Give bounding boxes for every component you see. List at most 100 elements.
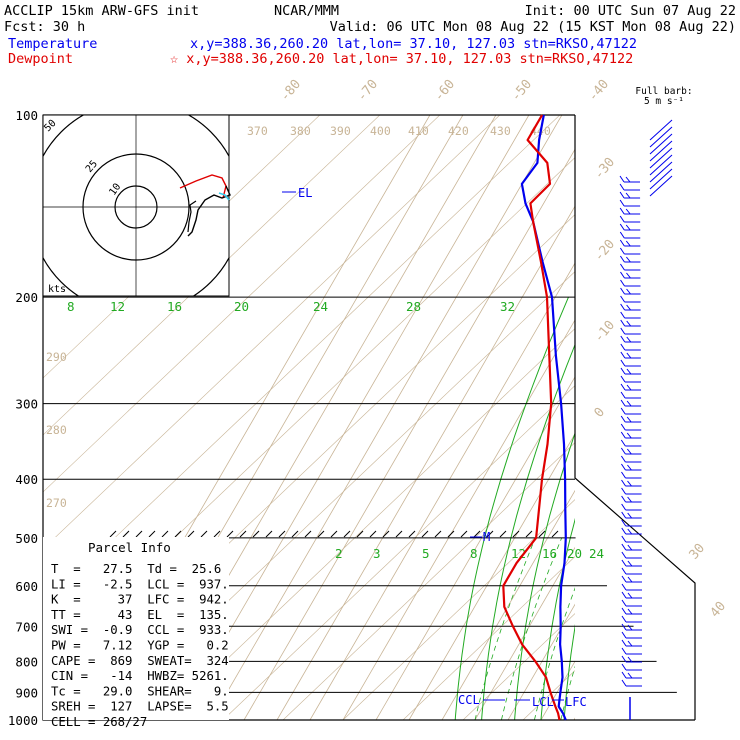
wind-barb-flag [627,560,633,567]
wind-barb-flag [621,543,627,551]
wind-barb-flag [627,480,632,487]
mixing-ratio-label: 12 [110,299,125,314]
wind-barb [649,133,673,155]
wind-barb-flag [627,464,632,471]
wind-barb-flag [619,199,625,207]
dewpoint-legend: Dewpoint [8,51,73,67]
hodo-lower-trace [187,200,197,233]
wind-barb-flag [621,559,627,567]
wind-barb-flag [626,416,632,423]
wind-barb-flag [621,567,627,575]
hatch-mark [109,530,117,538]
hatch-mark [213,530,221,538]
adiabat-line [43,115,381,436]
wind-barb-flag [620,447,626,455]
wind-barb-flag [626,432,632,439]
parcel-info-row: LI = -2.5 LCL = 937. [51,577,229,591]
isotherm-label: 0 [592,405,609,421]
moist-adiabat-line [474,537,536,720]
wind-barb [649,119,673,141]
wind-barb-flag [620,399,626,407]
mixing-ratio-line [563,623,575,720]
hatch-mark [226,530,234,538]
hatch-mark [161,530,169,538]
isotherm-line [342,319,575,720]
isotherm-label: -70 [355,77,382,105]
wind-barb-flag [626,256,631,263]
theta-label: 430 [490,124,511,138]
isotherm-label: 40 [708,599,730,621]
isotherm-line [276,205,575,720]
wind-barb-flag [621,535,627,543]
wind-barb [649,168,673,190]
temperature-trace [520,114,567,721]
wind-barb-flag [621,583,627,591]
temperature-legend: Temperature [8,36,97,52]
wind-barb-flag [626,400,632,407]
wind-barb-flag [620,455,626,463]
pressure-tick-label: 300 [15,397,38,412]
wind-barb-flag [621,647,627,655]
wind-barb-flag [619,207,625,215]
wind-barb-flag [625,224,631,231]
wind-barb-flag [619,191,625,199]
valid-time: Valid: 06 UTC Mon 08 Aug 22 (15 KST Mon … [330,19,736,35]
hodograph: 10 25 50 kts [42,114,231,297]
mixing-ratio-lines [454,296,697,720]
adiabat-line [43,115,561,607]
wind-barb-flag [619,247,625,255]
mixing-ratio-label: 8 [67,299,75,314]
hatch-mark [278,530,286,538]
wind-barb-flag [625,192,631,199]
wind-barb-flag [620,391,626,399]
wind-barb-flag [620,335,626,343]
adiabat-line [522,670,575,720]
wind-barb-flag [621,495,627,503]
wind-barb [649,126,673,148]
wind-barb-flag [621,671,627,679]
hatch-mark [239,530,247,538]
wind-barb-flag [620,431,626,439]
wind-barb-flag [620,295,626,303]
isotherm-line [210,115,563,720]
isotherm-line [243,148,575,720]
wind-barb-flag [620,319,626,327]
wind-barb-flag [627,528,633,535]
level-markers: EL M CCL LCL LFC [282,186,587,709]
wind-barb-flag [621,591,627,599]
wind-barb [649,147,673,169]
isotherm-line [177,115,530,720]
hodo-upper-trace [179,174,227,199]
mixing-ratio-label: 32 [500,299,515,314]
pressure-tick-label: 100 [15,108,38,123]
wind-barb-flag [620,383,626,391]
parcel-info-title: Parcel Info [88,540,171,555]
wind-barb-flag [621,503,627,511]
theta-label: 280 [46,423,67,437]
hodo-units: kts [48,284,66,295]
mixing-ratio-line [584,297,697,720]
mixing-ratio-line [540,517,575,720]
wind-barb-flag [621,479,626,487]
wind-barb-flag [620,407,626,415]
hatch-mark [148,530,156,538]
wind-barb-flag [625,176,631,183]
parcel-info-row: SWI = -0.9 CCL = 933. [51,623,229,637]
wind-barb-flag [620,423,626,431]
el-marker: EL [298,186,312,200]
mixing-ratio-label: 28 [406,299,421,314]
isotherm-label: -50 [509,77,536,105]
wind-barb-flag [619,175,625,183]
wind-barb-flag [620,271,625,279]
wind-barb-flag [621,639,627,647]
wind-barb-flag [621,607,627,615]
adiabat-line [43,115,321,379]
parcel-info-box: Parcel Info T = 27.5 Td = 25.6LI = -2.5 … [43,537,229,729]
wind-barb-flag [619,239,625,247]
hatch-mark [525,530,533,538]
theta-label: 390 [330,124,351,138]
wind-barb-flag [620,311,626,319]
wind-barb-flag [619,255,625,263]
wind-barb-flag [621,599,627,607]
pressure-tick-label: 1000 [8,713,38,728]
